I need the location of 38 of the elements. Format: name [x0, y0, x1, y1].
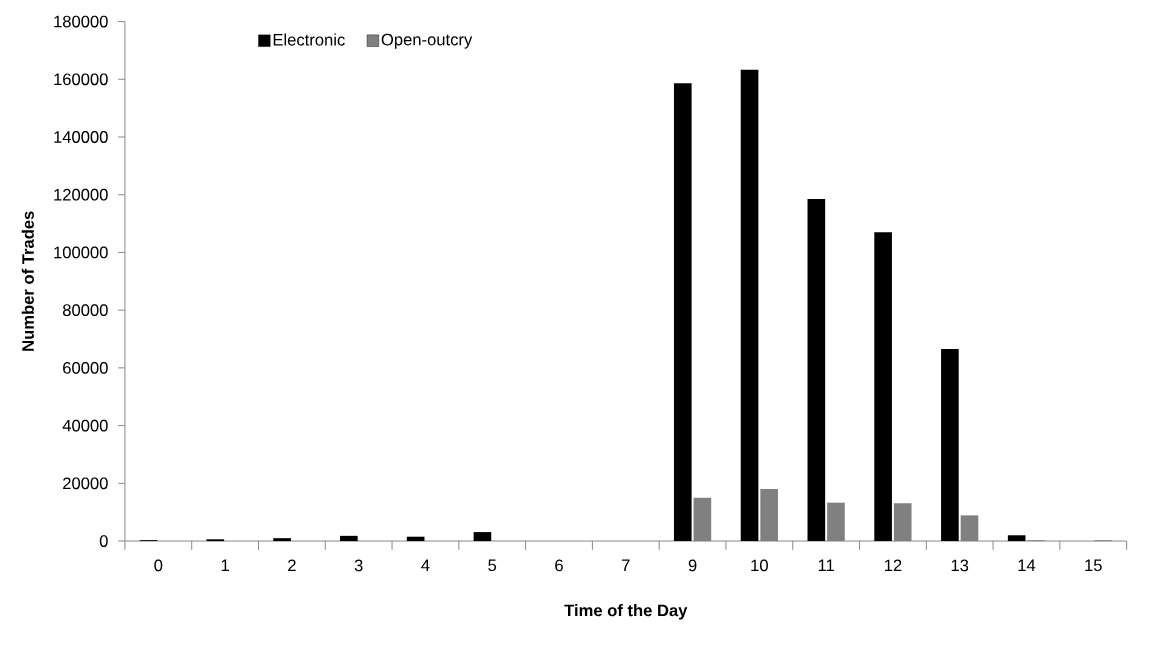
- x-axis-title: Time of the Day: [564, 604, 688, 620]
- legend-label: Open-outcry: [381, 33, 473, 49]
- bar: [1007, 535, 1026, 542]
- y-tick-label: 80000: [62, 304, 108, 317]
- x-tick-label: 6: [555, 559, 563, 572]
- legend-label: Electronic: [273, 33, 345, 46]
- x-tick-label: 4: [421, 559, 430, 572]
- bar: [473, 532, 492, 542]
- y-tick-label: 0: [99, 535, 108, 548]
- bar: [740, 69, 759, 542]
- x-tick-label: 1: [221, 559, 229, 572]
- y-tick-label: 40000: [62, 419, 108, 432]
- x-tick-label: 0: [154, 559, 163, 572]
- y-axis-title: Number of Trades: [21, 211, 34, 351]
- y-tick-label: 60000: [63, 362, 108, 374]
- bar: [941, 349, 959, 542]
- x-tick-label: 14: [1018, 559, 1036, 572]
- x-tick-label: 11: [818, 559, 834, 572]
- y-tick-label: 180000: [54, 15, 108, 28]
- bar: [874, 232, 892, 542]
- y-tick-label: 20000: [63, 477, 108, 490]
- y-tick-label: 160000: [54, 73, 108, 86]
- x-tick-label: 12: [884, 559, 902, 572]
- x-tick-label: 3: [354, 559, 363, 572]
- x-tick-label: 10: [751, 559, 768, 572]
- y-tick-label: 140000: [54, 131, 108, 143]
- x-tick-label: 7: [622, 559, 630, 572]
- x-tick-label: 5: [488, 559, 497, 572]
- bar: [273, 538, 291, 542]
- bar: [673, 83, 692, 542]
- y-tick-label: 120000: [54, 188, 108, 201]
- bar: [807, 199, 826, 542]
- x-tick-label: 2: [288, 559, 296, 572]
- x-tick-label: 15: [1085, 559, 1102, 572]
- y-tick-label: 100000: [54, 246, 108, 259]
- x-tick-label: 9: [688, 559, 697, 572]
- bar: [340, 535, 358, 542]
- x-tick-label: 13: [951, 559, 969, 572]
